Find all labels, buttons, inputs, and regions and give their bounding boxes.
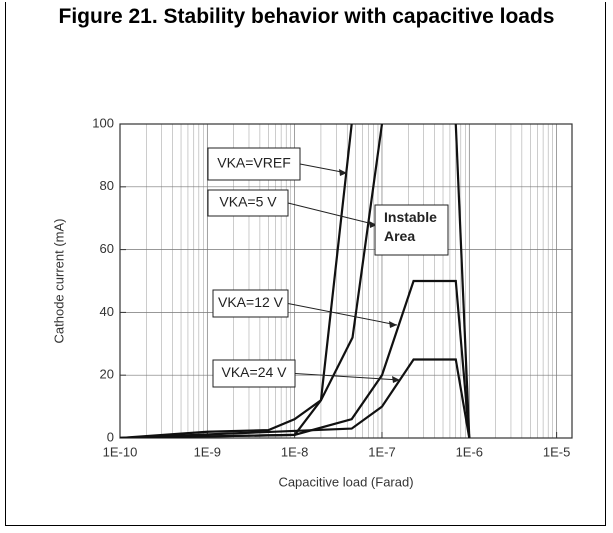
frame	[5, 2, 606, 526]
y-tick-label: 20	[100, 367, 114, 382]
annotation-box	[374, 204, 449, 256]
x-tick-label: 1E-10	[103, 444, 138, 459]
arrow-head	[392, 376, 400, 383]
y-tick-label: 80	[100, 178, 114, 193]
arrow-head	[339, 169, 347, 176]
legend-label: VKA=12 V	[218, 294, 284, 310]
series-line	[120, 124, 353, 438]
legend-label: VKA=24 V	[222, 364, 288, 380]
series-line	[120, 358, 471, 438]
x-tick-label: 1E-8	[281, 444, 308, 459]
legend-box	[212, 359, 296, 388]
y-axis-label: Cathode current (mA)	[51, 219, 66, 344]
series-line	[454, 124, 471, 438]
legend-label: VKA=VREF	[217, 155, 291, 171]
y-tick-label: 100	[92, 115, 114, 130]
y-tick-label: 0	[107, 429, 114, 444]
chart-title: Figure 21. Stability behavior with capac…	[58, 5, 555, 28]
annotation-wrap: Instable Area	[384, 209, 437, 244]
arrow	[287, 202, 378, 226]
legend-box	[207, 189, 289, 217]
x-tick-label: 1E-7	[368, 444, 395, 459]
x-tick-label: 1E-6	[456, 444, 483, 459]
arrow	[294, 373, 401, 381]
legend-label: VKA=5 V	[219, 194, 277, 210]
arrow-head	[369, 221, 377, 228]
x-tick-label: 1E-9	[194, 444, 221, 459]
x-tick-label: 1E-5	[543, 444, 570, 459]
legend-box	[212, 289, 289, 318]
y-tick-label: 60	[100, 241, 114, 256]
y-tick-label: 40	[100, 304, 114, 319]
legend-box	[207, 147, 301, 181]
annotation: Instable Area	[384, 209, 437, 244]
arrow	[287, 303, 398, 326]
plot-frame	[119, 123, 573, 439]
arrow	[299, 163, 348, 174]
series-line	[120, 279, 471, 438]
x-axis-label: Capacitive load (Farad)	[278, 474, 413, 489]
arrow-head	[389, 321, 397, 328]
